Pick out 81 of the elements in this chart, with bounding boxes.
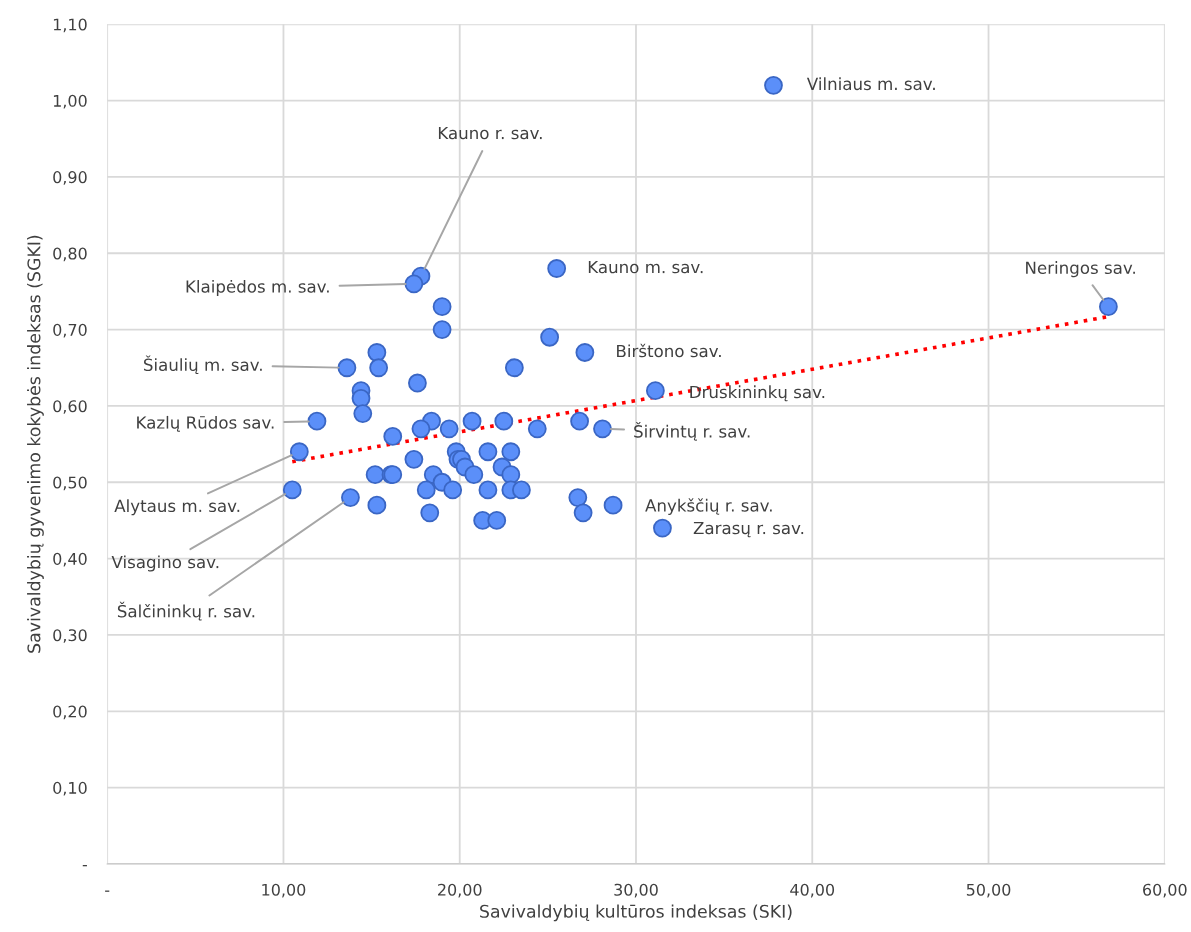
point [527, 419, 547, 439]
x-axis-title: Savivaldybių kultūros indeksas (SKI) [480, 904, 792, 922]
point [432, 297, 452, 317]
point [540, 327, 560, 347]
point [307, 411, 327, 431]
y-tick-label: 0,40 [53, 552, 87, 567]
y-tick-label: 1,10 [53, 18, 87, 33]
point [512, 480, 531, 500]
annotation: Klaipėdos m. sav. [186, 279, 329, 297]
point [365, 465, 385, 485]
point [573, 503, 593, 523]
annotation: Šalčininkų r. sav. [117, 601, 255, 621]
y-tick-label: 0,20 [53, 705, 87, 720]
point [478, 442, 498, 462]
x-tick-label: 40,00 [790, 883, 835, 898]
point [404, 274, 424, 294]
point [404, 449, 424, 469]
point [337, 358, 357, 378]
point [383, 427, 403, 446]
annotation: Druskininkų sav. [690, 385, 825, 402]
point [420, 503, 440, 523]
point [369, 358, 389, 378]
y-axis-title: Savivaldybių gyvenimo kokybės indeksas (SGKI) [27, 235, 44, 653]
point [487, 511, 507, 530]
point [351, 388, 371, 408]
annotation: Kazlų Rūdos sav. [137, 415, 274, 432]
point [593, 419, 612, 439]
point [603, 495, 623, 515]
y-tick-label: - [82, 865, 87, 867]
annotation: Širvintų r. sav. [634, 422, 750, 441]
annotation: Alytaus m. sav. [114, 499, 240, 516]
point [416, 480, 436, 500]
point [282, 480, 302, 500]
point [1098, 297, 1118, 317]
y-tick-label: 0,30 [53, 629, 87, 643]
annotation: Zarasų r. sav. [693, 521, 804, 538]
point [353, 404, 373, 423]
annotation: Šiaulių m. sav. [143, 355, 262, 375]
point [501, 442, 521, 462]
annotation: Kauno r. sav. [438, 126, 542, 140]
x-tick-label: 20,00 [438, 883, 482, 898]
point [462, 411, 482, 431]
x-tick-label: - [105, 890, 110, 892]
point [568, 488, 588, 507]
point [478, 480, 498, 500]
point [653, 518, 672, 538]
point [504, 358, 524, 378]
y-tick-label: 1,00 [53, 94, 87, 109]
y-tick-label: 0,70 [53, 323, 87, 338]
annotation: Neringos sav. [1026, 261, 1135, 278]
annotation: Kauno m. sav. [588, 260, 703, 274]
y-tick-label: 0,50 [53, 476, 87, 491]
x-tick-label: 60,00 [1143, 883, 1187, 898]
point [570, 411, 589, 431]
x-tick-label: 10,00 [262, 883, 306, 898]
point [547, 259, 567, 278]
point [645, 381, 665, 401]
point [464, 465, 484, 485]
point [764, 75, 783, 95]
y-tick-label: 0,90 [53, 171, 87, 185]
point [494, 411, 514, 431]
y-tick-label: 0,60 [53, 400, 87, 414]
annotation: Visagino sav. [111, 555, 219, 572]
point [443, 480, 463, 500]
annotation: Anykščių r. sav. [645, 498, 772, 515]
x-tick-label: 50,00 [966, 883, 1011, 898]
point [408, 373, 427, 393]
y-tick-label: 0,80 [53, 247, 87, 262]
x-tick-label: 30,00 [614, 883, 658, 898]
point [501, 465, 521, 485]
annotation: Vilniaus m. sav. [806, 77, 935, 91]
point [411, 419, 431, 439]
point [432, 320, 452, 339]
point [575, 343, 595, 362]
point [367, 343, 387, 362]
point [289, 442, 309, 462]
annotation: Birštono sav. [617, 343, 721, 358]
point [341, 488, 360, 507]
point [439, 419, 459, 439]
point [367, 495, 387, 515]
y-tick-label: 0,10 [53, 781, 87, 796]
